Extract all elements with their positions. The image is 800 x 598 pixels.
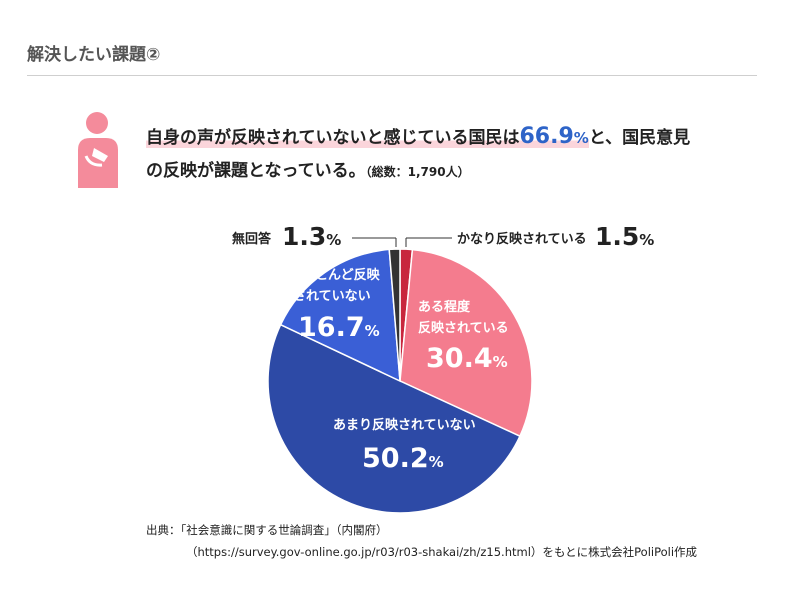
headline-value: 66.9 <box>519 124 574 149</box>
slice-somewhat <box>399 248 533 438</box>
slice-label-somewhat-a: ある程度 <box>418 299 471 315</box>
slice-label-somewhat-b: 反映されている <box>418 320 509 336</box>
value-hardly: 16.7 <box>298 312 365 343</box>
unit-somewhat: % <box>493 353 508 371</box>
headline-value-unit: % <box>573 129 589 147</box>
slice-value-noanswer: 1.3% <box>282 222 341 251</box>
slice-label-notmuch: あまり反映されていない <box>333 417 476 433</box>
source-note: 出典：「社会意識に関する世論調査」（内閣府） （https://survey.g… <box>146 519 697 563</box>
slice-value-very: 1.5% <box>595 222 654 251</box>
source-line1: 出典：「社会意識に関する世論調査」（内閣府） <box>146 523 388 537</box>
slice-value-hardly: 16.7% <box>298 312 380 343</box>
unit-noanswer: % <box>326 231 341 249</box>
headline-part2: と、国民意見 <box>588 128 691 148</box>
unit-hardly: % <box>365 322 380 340</box>
value-very: 1.5 <box>595 222 639 251</box>
slice-notmuch <box>267 323 521 514</box>
person-icon <box>78 112 118 188</box>
slice-label-hardly-b: されていない <box>293 289 371 304</box>
slice-label-very: かなり反映されている <box>457 231 587 247</box>
value-noanswer: 1.3 <box>282 222 326 251</box>
headline-part1: 自身の声が反映されていないと感じている国民は <box>146 128 520 148</box>
slice-hardly <box>279 248 401 383</box>
source-line2: （https://survey.gov-online.go.jp/r03/r03… <box>186 545 698 559</box>
slice-value-somewhat: 30.4% <box>426 343 508 374</box>
value-notmuch: 50.2 <box>362 443 429 474</box>
headline-note: （総数：1,790人） <box>365 165 470 179</box>
slice-label-noanswer: 無回答 <box>232 231 272 247</box>
slice-label-hardly-a: ほとんど反映 <box>302 267 381 283</box>
headline-highlight: 自身の声が反映されていないと感じている国民は66.9% <box>146 124 589 149</box>
divider <box>27 75 757 76</box>
section-title: 解決したい課題② <box>27 45 161 65</box>
slice-noanswer <box>388 248 401 382</box>
unit-notmuch: % <box>429 453 444 471</box>
value-somewhat: 30.4 <box>426 343 493 374</box>
headline: 自身の声が反映されていないと感じている国民は66.9%と、国民意見 の反映が課題… <box>146 120 746 189</box>
headline-line2: の反映が課題となっている。 <box>146 161 366 181</box>
slice-value-notmuch: 50.2% <box>362 443 444 474</box>
unit-very: % <box>639 231 654 249</box>
